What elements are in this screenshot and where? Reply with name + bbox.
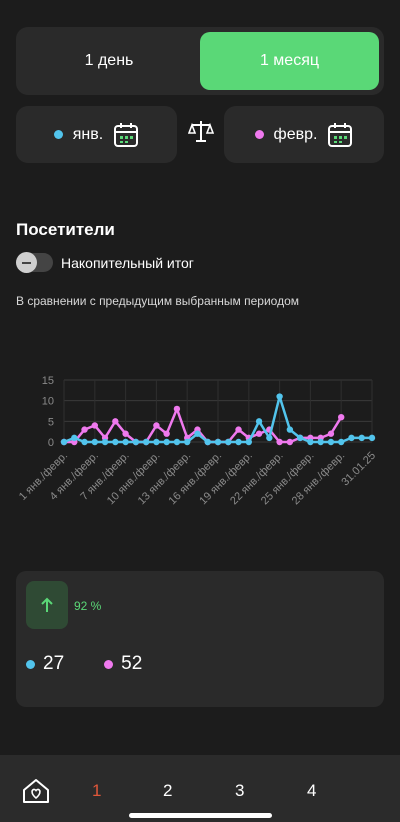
y-tick-label: 15 — [42, 375, 54, 387]
change-percent: 92 % — [74, 599, 102, 613]
section-title: Посетители — [16, 220, 115, 239]
switch-knob — [16, 252, 37, 273]
previous-period-picker[interactable]: февр. — [224, 106, 384, 163]
calendar-icon — [328, 122, 353, 147]
one-month-button[interactable]: 1 месяц — [200, 32, 379, 90]
home-indicator — [129, 813, 272, 818]
data-point — [307, 438, 314, 446]
data-point — [204, 438, 211, 446]
current-period-label: янв. — [72, 125, 104, 143]
previous-series-dot — [254, 130, 264, 139]
data-point — [122, 430, 129, 437]
data-point — [112, 438, 119, 446]
data-point — [286, 426, 294, 433]
data-point — [163, 430, 170, 437]
data-point — [235, 426, 242, 433]
data-point — [163, 438, 170, 446]
data-point — [286, 438, 294, 446]
data-point — [132, 438, 140, 446]
cumulative-total-switch[interactable] — [16, 252, 53, 273]
previous-series-dot — [104, 659, 114, 669]
tab-2[interactable]: 2 — [163, 781, 173, 800]
previous-period-label: февр. — [273, 125, 318, 143]
data-point — [255, 418, 263, 425]
current-total: 27 — [43, 653, 65, 674]
data-point — [276, 438, 283, 446]
data-point — [327, 430, 335, 437]
data-point — [194, 430, 201, 437]
data-point — [60, 438, 68, 446]
current-series-dot — [26, 659, 35, 669]
data-point — [348, 434, 355, 442]
arrow-up-icon — [41, 597, 53, 612]
one-day-button[interactable]: 1 день — [84, 52, 134, 69]
data-point — [276, 393, 283, 400]
data-point — [81, 426, 88, 433]
data-point — [358, 434, 365, 442]
tab-1[interactable]: 1 — [92, 781, 102, 800]
data-point — [91, 438, 99, 446]
summary-card: 92 % 27 52 — [16, 571, 384, 707]
data-point — [173, 405, 181, 413]
home-heart-icon[interactable] — [22, 777, 50, 805]
data-point — [266, 434, 273, 442]
calendar-icon — [114, 122, 139, 147]
data-point — [142, 438, 150, 446]
data-point — [255, 430, 263, 437]
data-point — [153, 438, 160, 446]
comparison-subtitle: В сравнении с предыдущим выбранным перио… — [16, 294, 300, 308]
series-line — [64, 407, 343, 444]
current-series-dot — [53, 130, 63, 139]
data-point — [101, 438, 109, 446]
data-point — [214, 438, 222, 446]
current-period-picker[interactable]: янв. — [16, 106, 177, 163]
tab-4[interactable]: 4 — [307, 781, 317, 800]
data-point — [184, 438, 191, 446]
period-length-toggle: 1 день 1 месяц — [16, 27, 384, 95]
data-point — [317, 438, 324, 446]
data-point — [245, 438, 252, 446]
data-point — [71, 434, 78, 442]
data-point — [338, 414, 345, 421]
data-point — [153, 422, 160, 429]
x-tick-label: 31.01.25 — [339, 450, 378, 489]
data-point — [112, 418, 119, 425]
y-tick-label: 5 — [48, 416, 54, 428]
y-tick-label: 0 — [48, 437, 54, 449]
data-point — [91, 422, 99, 429]
trend-badge — [26, 581, 68, 629]
data-point — [225, 438, 232, 446]
data-point — [81, 438, 88, 446]
data-point — [368, 434, 376, 442]
totals-row: 27 52 — [26, 653, 142, 675]
compare-scale-icon[interactable] — [188, 118, 214, 144]
cumulative-total-row: Накопительный итог — [16, 252, 194, 273]
data-point — [338, 438, 345, 446]
data-point — [173, 438, 181, 446]
data-point — [235, 438, 242, 446]
data-point — [122, 438, 129, 446]
tab-3[interactable]: 3 — [235, 781, 245, 800]
cumulative-total-label: Накопительный итог — [61, 254, 194, 271]
data-point — [327, 438, 335, 446]
bottom-tab-bar: 1 2 3 4 — [0, 755, 400, 822]
y-tick-label: 10 — [42, 396, 54, 408]
previous-total: 52 — [121, 653, 143, 674]
data-point — [296, 434, 304, 442]
